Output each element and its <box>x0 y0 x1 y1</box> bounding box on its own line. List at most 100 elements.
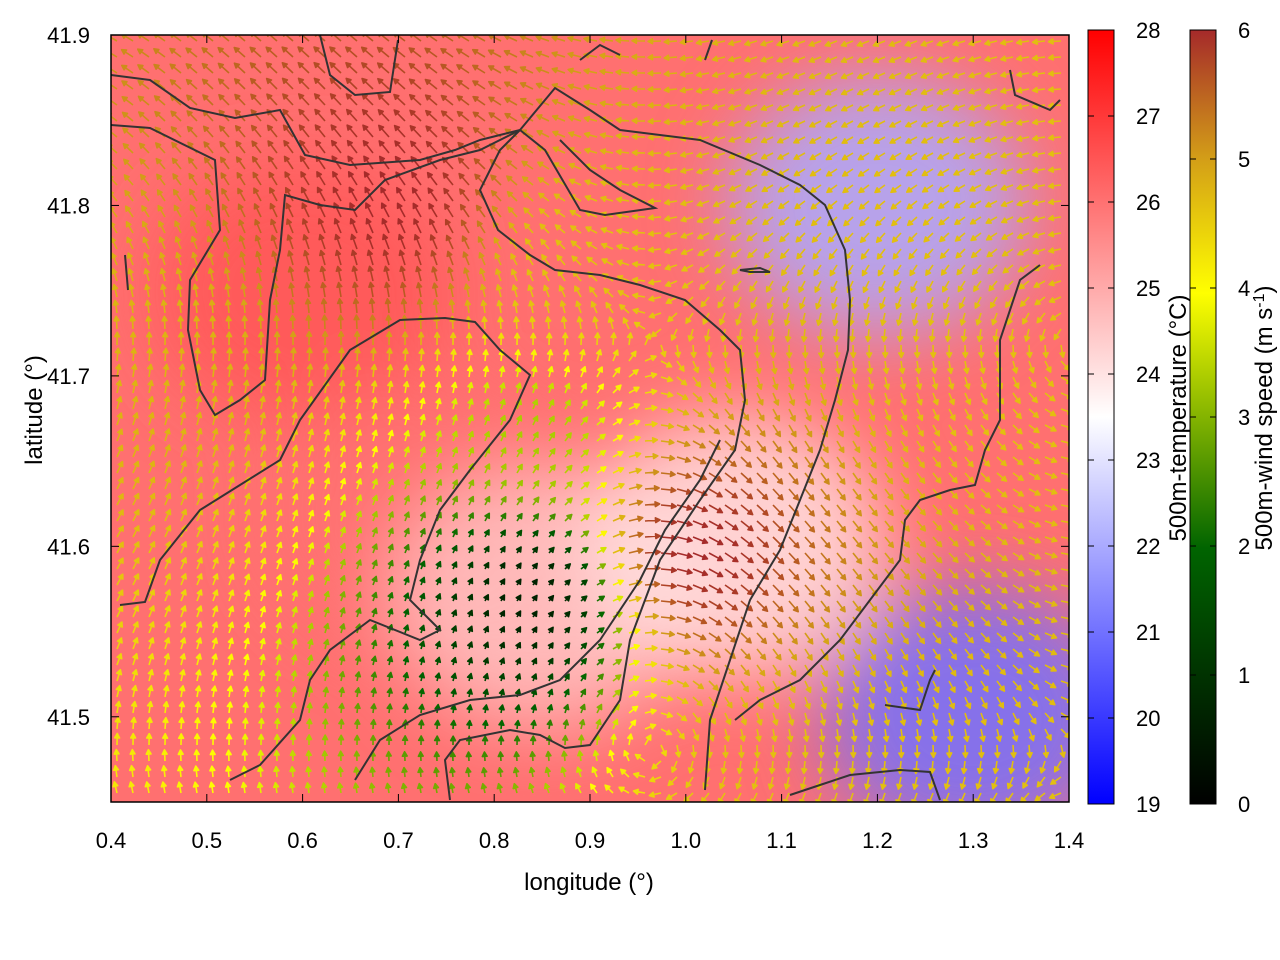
wind-arrow <box>362 140 374 154</box>
wind-arrow <box>913 328 920 343</box>
wind-arrow <box>368 281 375 298</box>
wind-arrow <box>499 578 506 586</box>
wind-arrow <box>170 126 182 138</box>
wind-arrow <box>660 566 678 574</box>
wind-arrow <box>287 250 294 266</box>
wind-arrow <box>121 80 134 90</box>
wind-arrow <box>258 363 266 378</box>
wind-arrow <box>923 232 934 243</box>
wind-arrow <box>370 363 378 378</box>
wind-arrow <box>226 347 233 362</box>
wind-arrow <box>459 188 470 202</box>
wind-arrow <box>711 39 726 46</box>
wind-arrow <box>564 415 572 426</box>
wind-arrow <box>419 446 426 458</box>
wind-arrow <box>1047 118 1062 125</box>
wind-arrow <box>387 592 394 602</box>
wind-arrow <box>414 249 422 266</box>
wind-arrow <box>580 399 588 410</box>
wind-arrow <box>920 88 934 96</box>
wind-arrow <box>916 488 926 500</box>
wind-arrow <box>1000 200 1014 208</box>
wind-arrow <box>403 511 410 522</box>
wind-arrow <box>728 168 742 176</box>
wind-arrow <box>276 525 283 538</box>
wind-arrow <box>793 184 806 193</box>
wind-arrow <box>120 64 134 74</box>
wind-arrow <box>207 251 214 266</box>
wind-arrow <box>612 401 623 410</box>
wind-arrow <box>1028 456 1041 465</box>
wind-arrow <box>612 366 621 378</box>
wind-arrow <box>330 108 342 122</box>
wind-arrow <box>1016 135 1030 142</box>
wind-arrow <box>548 431 556 442</box>
wind-arrow <box>435 446 443 458</box>
wind-arrow <box>836 536 847 549</box>
wind-arrow <box>728 104 742 111</box>
wind-arrow <box>900 504 910 516</box>
wind-arrow <box>1044 424 1057 432</box>
wind-arrow <box>888 104 902 112</box>
wind-arrow <box>137 111 150 122</box>
wind-arrow <box>836 424 844 438</box>
wind-arrow <box>228 541 235 554</box>
wind-arrow <box>676 424 690 432</box>
wind-arrow <box>936 120 950 128</box>
wind-arrow <box>164 508 172 522</box>
wind-arrow <box>782 296 790 310</box>
wind-arrow <box>316 171 326 186</box>
wind-arrow <box>433 331 441 346</box>
wind-arrow <box>644 485 660 492</box>
wind-arrow <box>762 232 774 243</box>
wind-arrow <box>825 120 838 128</box>
wind-arrow <box>260 509 267 522</box>
wind-arrow <box>196 557 203 570</box>
wind-arrow <box>320 281 327 298</box>
wind-arrow <box>413 233 422 250</box>
wind-arrow <box>818 344 825 359</box>
wind-arrow <box>697 232 710 240</box>
wind-arrow <box>1028 360 1035 374</box>
wind-arrow <box>435 528 442 538</box>
wind-arrow <box>285 186 294 202</box>
wind-arrow <box>872 104 886 112</box>
wind-arrow <box>479 283 487 298</box>
wind-arrow <box>323 412 330 426</box>
wind-arrow <box>713 232 726 241</box>
wind-arrow <box>1048 280 1062 287</box>
wind-arrow <box>674 344 682 358</box>
wind-arrow <box>746 232 758 242</box>
wind-arrow <box>482 349 489 362</box>
wind-arrow <box>820 568 831 581</box>
wind-arrow <box>647 150 662 157</box>
wind-arrow <box>968 56 982 63</box>
wind-arrow <box>1012 584 1025 593</box>
wind-arrow <box>276 476 283 490</box>
wind-arrow <box>355 591 362 602</box>
wind-arrow <box>487 65 502 74</box>
wind-arrow <box>884 552 895 565</box>
wind-arrow <box>177 331 185 346</box>
wind-arrow <box>472 95 486 106</box>
wind-arrow <box>584 179 598 186</box>
wind-arrow <box>546 332 553 346</box>
wind-arrow <box>379 171 390 186</box>
wind-arrow <box>244 460 251 474</box>
wind-arrow <box>971 264 982 275</box>
wind-arrow <box>660 470 676 478</box>
wind-arrow <box>914 344 921 359</box>
wind-arrow <box>276 557 283 570</box>
wind-arrow <box>305 330 313 346</box>
wind-arrow <box>866 344 873 359</box>
wind-arrow <box>916 472 926 484</box>
wind-arrow <box>964 440 974 452</box>
wind-arrow <box>424 63 438 74</box>
wind-arrow <box>451 398 458 410</box>
x-tick-label: 1.3 <box>958 828 989 853</box>
wind-arrow <box>440 63 454 74</box>
wind-arrow <box>676 488 693 495</box>
wind-arrow <box>315 139 326 154</box>
wind-arrow <box>553 177 566 186</box>
wind-arrow <box>953 200 966 209</box>
